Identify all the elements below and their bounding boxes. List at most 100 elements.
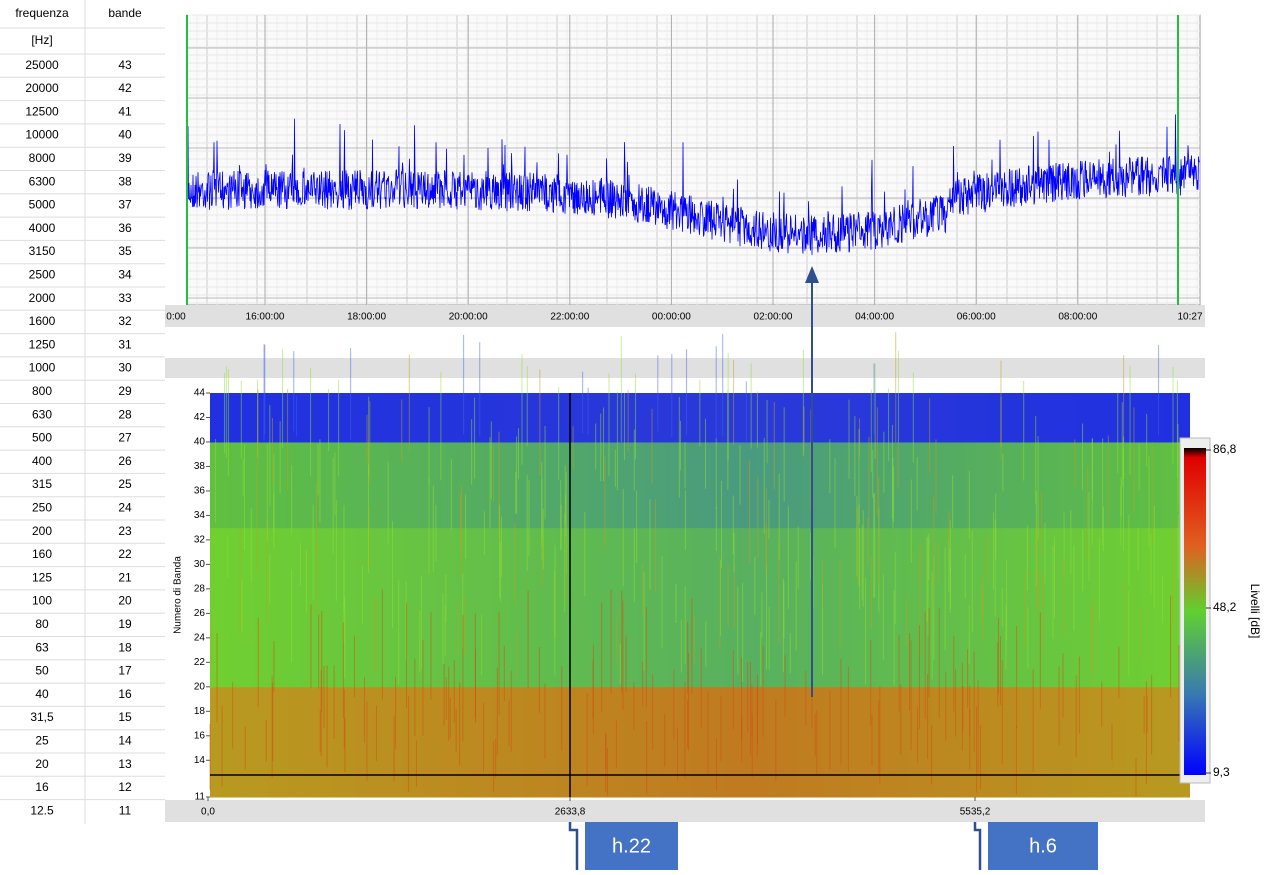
table-cell: 22 <box>118 547 132 561</box>
x-tick-label: 0,0 <box>201 807 215 818</box>
table-cell: 33 <box>118 291 132 305</box>
band-row <box>210 748 1190 761</box>
band-row <box>210 650 1190 663</box>
y-tick-label: 44 <box>194 388 206 399</box>
table-cell: 24 <box>118 501 132 515</box>
table-cell: 42 <box>118 81 132 95</box>
table-cell: 25 <box>118 477 132 491</box>
table-cell: 125 <box>32 570 52 584</box>
x-tick-label: 18:00:00 <box>347 312 386 323</box>
y-tick-label: 11 <box>195 792 206 803</box>
table-cell: 63 <box>35 640 49 654</box>
table-cell: 200 <box>32 524 52 538</box>
table-cell: 21 <box>118 570 132 584</box>
table-cell: 28 <box>118 407 132 421</box>
table-cell: 39 <box>118 151 132 165</box>
colorbar-label: 48,2 <box>1213 600 1237 614</box>
table-cell: 3150 <box>29 244 56 258</box>
table-cell: 80 <box>35 617 49 631</box>
band-row <box>210 552 1190 565</box>
x-tick-label: 16:00:00 <box>246 312 285 323</box>
band-row <box>210 491 1190 504</box>
x-tick-label: 5535,2 <box>960 807 991 818</box>
table-cell: 29 <box>118 384 132 398</box>
table-header: bande <box>108 6 142 20</box>
table-cell: 35 <box>118 244 132 258</box>
table-cell: 20000 <box>25 81 59 95</box>
separator <box>165 358 1205 378</box>
y-axis-label: Numero di Banda <box>173 556 184 634</box>
table-cell: 40 <box>118 128 132 142</box>
band-row <box>210 662 1190 675</box>
band-row <box>210 515 1190 528</box>
band-row <box>210 528 1190 541</box>
y-tick-label: 34 <box>194 510 206 521</box>
table-cell: 19 <box>118 617 132 631</box>
table-cell: 16 <box>118 687 132 701</box>
y-tick-label: 42 <box>194 412 206 423</box>
table-cell: 500 <box>32 431 52 445</box>
table-cell: 20 <box>118 594 132 608</box>
y-tick-label: 22 <box>194 657 206 668</box>
table-cell: 5000 <box>29 198 56 212</box>
table-cell: 40 <box>35 687 49 701</box>
table-cell: 1000 <box>29 361 56 375</box>
table-cell: 36 <box>118 221 132 235</box>
y-tick-label: 24 <box>194 632 206 643</box>
colorbar-label: 9,3 <box>1213 765 1230 779</box>
table-cell: 34 <box>118 268 132 282</box>
band-row <box>210 699 1190 712</box>
band-row <box>210 479 1190 492</box>
band-row <box>210 466 1190 479</box>
table-cell: 315 <box>32 477 52 491</box>
table-cell: 1250 <box>29 337 56 351</box>
y-tick-label: 30 <box>194 559 206 570</box>
table-cell: 27 <box>118 431 132 445</box>
band-row <box>210 503 1190 516</box>
callout-label: h.6 <box>1029 835 1057 857</box>
y-tick-label: 32 <box>194 535 206 546</box>
table-cell: 32 <box>118 314 132 328</box>
table-cell: 400 <box>32 454 52 468</box>
y-tick-label: 16 <box>194 730 206 741</box>
y-tick-label: 38 <box>194 461 206 472</box>
band-row <box>210 687 1190 700</box>
table-cell: 2000 <box>29 291 56 305</box>
table-cell: 1600 <box>29 314 56 328</box>
callout-bracket <box>570 822 577 870</box>
table-cell: 20 <box>35 757 49 771</box>
table-cell: 43 <box>118 58 132 72</box>
table-cell: 30 <box>118 361 132 375</box>
callout-label: h.22 <box>612 835 651 857</box>
table-cell: 15 <box>118 710 132 724</box>
y-tick-label: 18 <box>194 706 206 717</box>
table-cell: 25 <box>35 734 49 748</box>
band-row <box>210 540 1190 553</box>
table-cell: 12500 <box>25 104 59 118</box>
x-tick-label: 10:27 <box>1177 312 1202 323</box>
colorbar <box>1184 448 1206 775</box>
table-cell: 26 <box>118 454 132 468</box>
table-cell: 100 <box>32 594 52 608</box>
band-row <box>210 711 1190 724</box>
x-tick-label: 0:00 <box>166 312 186 323</box>
table-cell: 11 <box>119 803 132 817</box>
x-tick-label: 06:00:00 <box>957 312 996 323</box>
table-cell: 630 <box>32 407 52 421</box>
table-header: frequenza <box>15 6 69 20</box>
table-cell: 13 <box>118 757 132 771</box>
y-tick-label: 26 <box>194 608 206 619</box>
screen: Numero di Banda Livelli [dB] h.22h.6 fre… <box>0 0 1266 870</box>
y-tick-label: 40 <box>194 437 206 448</box>
table-cell: 14 <box>118 734 132 748</box>
x-tick-label: 02:00:00 <box>754 312 793 323</box>
table-cell: 18 <box>118 640 132 654</box>
x-tick-label: 00:00:00 <box>652 312 691 323</box>
x-tick-label: 22:00:00 <box>550 312 589 323</box>
y-tick-label: 14 <box>194 755 206 766</box>
table-unit: [Hz] <box>31 33 52 47</box>
band-row <box>210 724 1190 737</box>
band-row <box>210 736 1190 749</box>
table-cell: 6300 <box>29 174 56 188</box>
table-cell: 23 <box>118 524 132 538</box>
